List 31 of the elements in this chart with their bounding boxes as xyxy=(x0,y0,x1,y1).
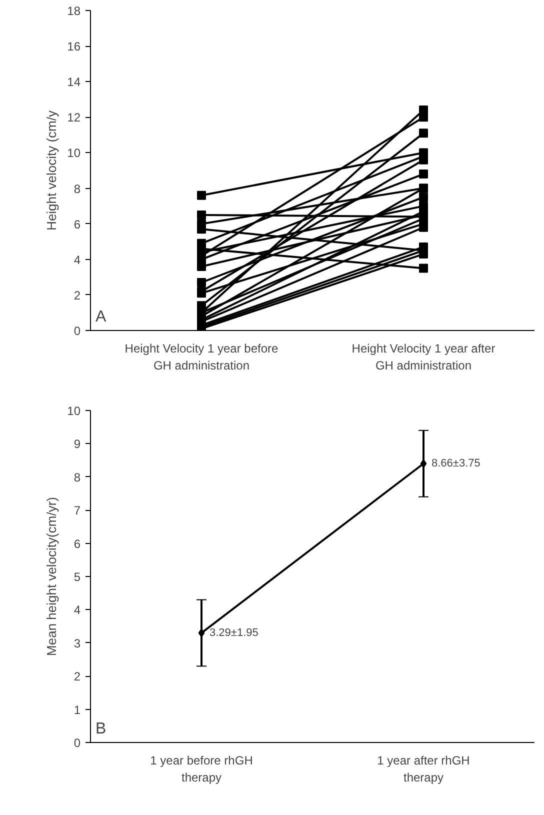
annotation: A xyxy=(96,308,106,326)
y-tick-label: 16 xyxy=(67,40,81,54)
y-tick-label: 1 xyxy=(74,702,81,717)
y-tick-label: 10 xyxy=(67,146,81,160)
annotation: 3.29±1.95 xyxy=(210,626,258,639)
y-tick-label: 7 xyxy=(74,504,81,518)
y-tick-label: 4 xyxy=(74,252,81,267)
y-tick-label: 0 xyxy=(74,324,81,338)
x-tick-label: Height Velocity 1 year before GH administration xyxy=(124,342,279,372)
y-tick-label: 10 xyxy=(67,404,81,418)
y-tick-label: 0 xyxy=(74,736,81,750)
y-tick-label: 9 xyxy=(74,437,81,452)
y-tick-label: 8 xyxy=(74,470,81,484)
y-tick-label: 6 xyxy=(74,217,81,232)
y-tick-label: 3 xyxy=(74,636,81,650)
y-tick-label: 8 xyxy=(74,182,81,196)
annotation: B xyxy=(96,720,106,738)
y-axis-title: Mean height velocity(cm/yr) xyxy=(44,497,60,656)
y-axis-title: Height velocity (cm/y xyxy=(44,110,60,230)
y-tick-label: 4 xyxy=(74,603,81,618)
y-tick-label: 2 xyxy=(74,288,81,302)
x-tick-label: 1 year after rhGH therapy xyxy=(377,754,470,784)
x-tick-label: 1 year before rhGH therapy xyxy=(150,754,253,784)
y-tick-label: 12 xyxy=(67,110,81,125)
y-tick-label: 18 xyxy=(67,4,81,18)
x-tick-label: Height Velocity 1 year after GH administration xyxy=(352,342,496,372)
y-tick-label: 2 xyxy=(74,670,81,684)
annotation: 8.66±3.75 xyxy=(432,458,480,470)
y-tick-label: 14 xyxy=(67,75,81,90)
y-tick-label: 5 xyxy=(74,570,81,584)
y-tick-label: 6 xyxy=(74,536,81,551)
